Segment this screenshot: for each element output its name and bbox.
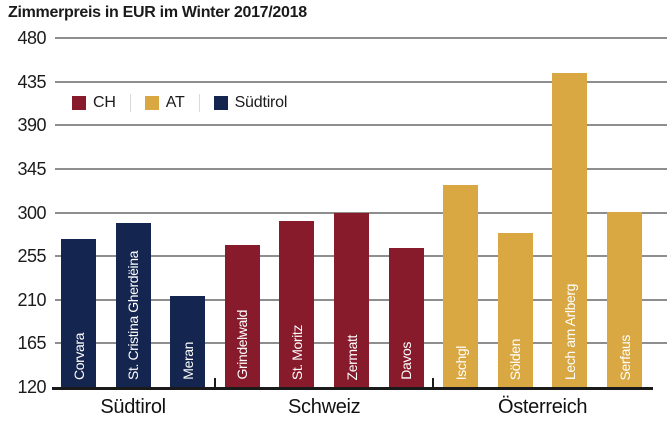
- legend-label: Südtirol: [234, 94, 288, 111]
- legend-swatch-icon: [213, 96, 228, 110]
- bar-s-lden: Sölden: [497, 232, 533, 387]
- bar-grindelwald: Grindelwald: [224, 245, 260, 387]
- bar-lech-am-arlberg: Lech am Arlberg: [552, 72, 588, 387]
- bar-corvara: Corvara: [61, 238, 96, 387]
- chart-title: Zimmerpreis in EUR im Winter 2017/2018: [8, 4, 307, 21]
- group-label-südtirol: Südtirol: [100, 396, 166, 418]
- bar-label: Serfaus: [616, 334, 633, 380]
- bar-meran: Meran: [170, 295, 206, 387]
- bar-st-moritz: St. Moritz: [279, 221, 315, 387]
- bar-label: Corvara: [70, 332, 87, 380]
- y-axis-tick-label: 300: [17, 202, 46, 223]
- legend-item-südtirol: Südtirol: [213, 94, 288, 112]
- bar-label: Lech am Arlberg: [561, 284, 578, 380]
- legend-swatch-icon: [144, 96, 159, 110]
- x-axis-baseline: [52, 387, 653, 390]
- gridline: [55, 37, 667, 39]
- axis-group-separator-tick: [213, 378, 216, 387]
- y-axis-tick-label: 480: [17, 28, 46, 48]
- legend-separator: [198, 94, 200, 112]
- bar-zermatt: Zermatt: [334, 212, 369, 387]
- chart-legend: CH AT Südtirol: [72, 92, 287, 114]
- bar-label: Meran: [179, 342, 196, 380]
- group-label-österreich: Österreich: [497, 396, 588, 418]
- gridline: [55, 80, 667, 83]
- bar-ischgl: Ischgl: [443, 185, 479, 387]
- y-axis-tick-label: 210: [17, 289, 46, 310]
- legend-label: AT: [165, 94, 185, 111]
- legend-item-at: AT: [144, 94, 185, 112]
- bar-st-cristina-gherd-ina: St. Cristina Gherdëina: [115, 223, 151, 387]
- y-axis-tick-label: 390: [17, 115, 46, 136]
- bar-label: Davos: [398, 342, 415, 380]
- group-label-schweiz: Schweiz: [288, 396, 361, 418]
- y-axis-tick-label: 345: [17, 158, 46, 179]
- bar-label: Grindelwald: [234, 310, 251, 380]
- gridline: [55, 124, 667, 127]
- y-axis-tick-label: 165: [17, 333, 46, 354]
- axis-group-separator-tick: [432, 378, 435, 387]
- legend-item-ch: CH: [72, 94, 116, 112]
- bar-label: Sölden: [507, 338, 524, 380]
- bar-davos: Davos: [388, 248, 424, 387]
- bar-label: St. Cristina Gherdëina: [125, 251, 142, 380]
- legend-separator: [129, 94, 131, 112]
- y-axis-tick-label: 255: [17, 246, 46, 267]
- bar-serfaus: Serfaus: [607, 211, 642, 387]
- bar-label: Zermatt: [343, 334, 360, 380]
- legend-label: CH: [93, 94, 116, 111]
- y-axis-tick-label: 120: [17, 377, 46, 397]
- gridline: [55, 167, 667, 170]
- y-axis-tick-label: 435: [17, 71, 46, 92]
- bar-label: Ischgl: [452, 345, 469, 380]
- legend-swatch-icon: [72, 96, 86, 110]
- bar-label: St. Moritz: [288, 324, 305, 380]
